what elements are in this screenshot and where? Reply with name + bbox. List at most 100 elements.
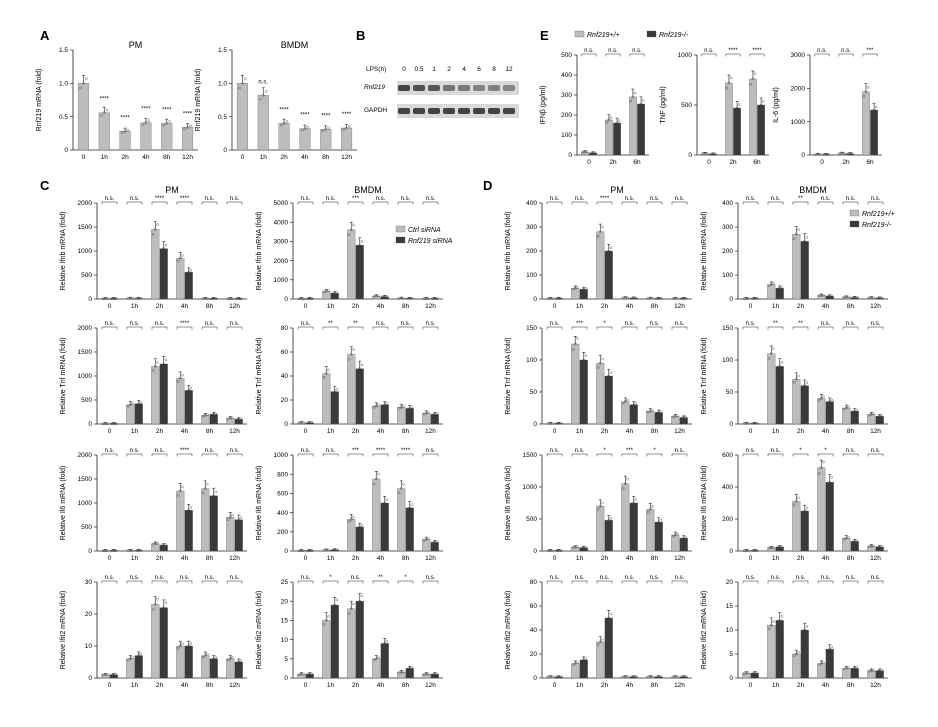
significance-label: n.s. — [675, 196, 685, 202]
bar-rnf219- — [775, 620, 784, 679]
data-point — [153, 603, 157, 606]
data-point — [684, 536, 688, 539]
data-point — [797, 496, 800, 500]
bar-rnf219- — [842, 407, 851, 425]
bar-rnf219- — [671, 534, 680, 552]
y-tick-label: 20 — [530, 651, 538, 658]
x-tick-label: 2h — [842, 159, 850, 166]
bar-rnf219-sirna — [330, 604, 339, 679]
bar-rnf219- — [757, 104, 765, 156]
data-point — [817, 663, 821, 666]
blot-band-label-rnf219: Rnf219 — [364, 84, 385, 91]
bar-rnf219- — [604, 520, 613, 552]
data-point — [237, 660, 241, 664]
x-tick-label: 4h — [626, 303, 634, 310]
significance-label: n.s. — [155, 448, 165, 454]
bar-rnf219-sirna — [430, 542, 439, 552]
data-point — [607, 249, 611, 253]
bar-rnf219- — [725, 82, 733, 156]
y-tick-label: 500 — [81, 272, 92, 279]
x-tick-label: 0 — [553, 428, 557, 435]
bar-ctrl-sirna — [397, 488, 406, 552]
data-point — [303, 127, 307, 130]
significance-label: n.s. — [846, 196, 856, 202]
data-point — [114, 422, 118, 426]
data-point — [639, 102, 643, 106]
data-point — [153, 228, 157, 231]
blot-bands — [398, 85, 515, 114]
y-axis-label: Relative Il6 mRNA (fold) — [60, 466, 67, 541]
data-point — [333, 603, 337, 607]
data-point — [631, 95, 635, 99]
y-tick-label: 40 — [530, 627, 538, 634]
data-point — [302, 297, 305, 301]
data-point — [168, 120, 171, 123]
significance-label: n.s. — [575, 575, 585, 581]
x-tick-label: 0 — [553, 303, 557, 310]
data-point — [327, 368, 330, 372]
significance-label: n.s. — [675, 448, 685, 454]
data-point — [352, 223, 355, 227]
data-point — [573, 342, 577, 346]
data-point — [126, 658, 130, 662]
data-point — [402, 404, 405, 408]
y-tick-label: 400 — [561, 72, 572, 79]
data-point — [214, 297, 218, 300]
y-tick-label: 0 — [688, 152, 692, 159]
bar-rnf219-sirna — [380, 643, 389, 679]
data-point — [261, 94, 265, 97]
data-point — [872, 108, 876, 112]
data-point — [228, 657, 232, 661]
y-tick-label: 0 — [284, 548, 288, 555]
panel-letter-a: A — [40, 28, 50, 43]
x-tick-label: 1h — [576, 303, 584, 310]
data-point — [185, 511, 188, 515]
bar-rnf219- — [596, 506, 605, 552]
significance-label: n.s. — [155, 575, 165, 581]
data-point — [630, 505, 633, 508]
data-point — [377, 403, 380, 407]
data-point — [651, 675, 654, 678]
data-point — [705, 152, 709, 155]
bar-ctrl-sirna — [226, 658, 235, 679]
data-point — [584, 354, 588, 357]
chart-c-bmdm-2: 0 20 40 60 80 Relative Tnf mRNA (fold) 0 n.s. 1h… — [256, 321, 443, 435]
data-point — [347, 357, 351, 361]
x-tick-label: 2h — [156, 303, 164, 310]
y-axis-label: Relative Tnf mRNA (fold) — [701, 337, 708, 414]
y-tick-label: 5 — [729, 651, 733, 658]
chart-d-bmdm-4: 0 5 10 15 20 Relative Ifit2 mRNA (fold) 0 n.s. 1… — [701, 575, 888, 689]
data-point — [348, 125, 351, 128]
significance-label: n.s. — [130, 321, 140, 327]
significance-label: **** — [155, 196, 165, 202]
y-tick-label: 150 — [722, 325, 733, 332]
data-point — [598, 504, 602, 508]
data-point — [151, 608, 155, 611]
data-point — [880, 414, 884, 418]
x-tick-label: 2h — [797, 555, 805, 562]
bar-rnf219- — [596, 641, 605, 679]
data-point — [847, 666, 850, 670]
x-tick-label: 4h — [181, 428, 189, 435]
data-point — [844, 536, 848, 540]
bar-ctrl-sirna — [397, 672, 406, 679]
data-point — [772, 347, 775, 350]
data-point — [335, 388, 339, 391]
data-point — [385, 402, 389, 405]
x-tick-label: 0 — [108, 555, 112, 562]
data-point — [605, 620, 608, 624]
data-point — [406, 509, 409, 513]
bar-ctrl-sirna — [347, 608, 356, 679]
data-point — [607, 616, 611, 620]
x-tick-label: 12h — [425, 682, 436, 689]
x-tick-label: 12h — [674, 303, 685, 310]
significance-label: **** — [321, 113, 331, 119]
data-point — [751, 77, 755, 81]
x-tick-label: 12h — [870, 303, 881, 310]
bar-rnf219- — [742, 550, 751, 552]
x-tick-label: 0 — [241, 154, 245, 161]
blot-time-label: 6 — [477, 66, 481, 73]
data-point — [183, 127, 186, 131]
data-point — [360, 363, 364, 367]
data-point — [435, 540, 439, 544]
